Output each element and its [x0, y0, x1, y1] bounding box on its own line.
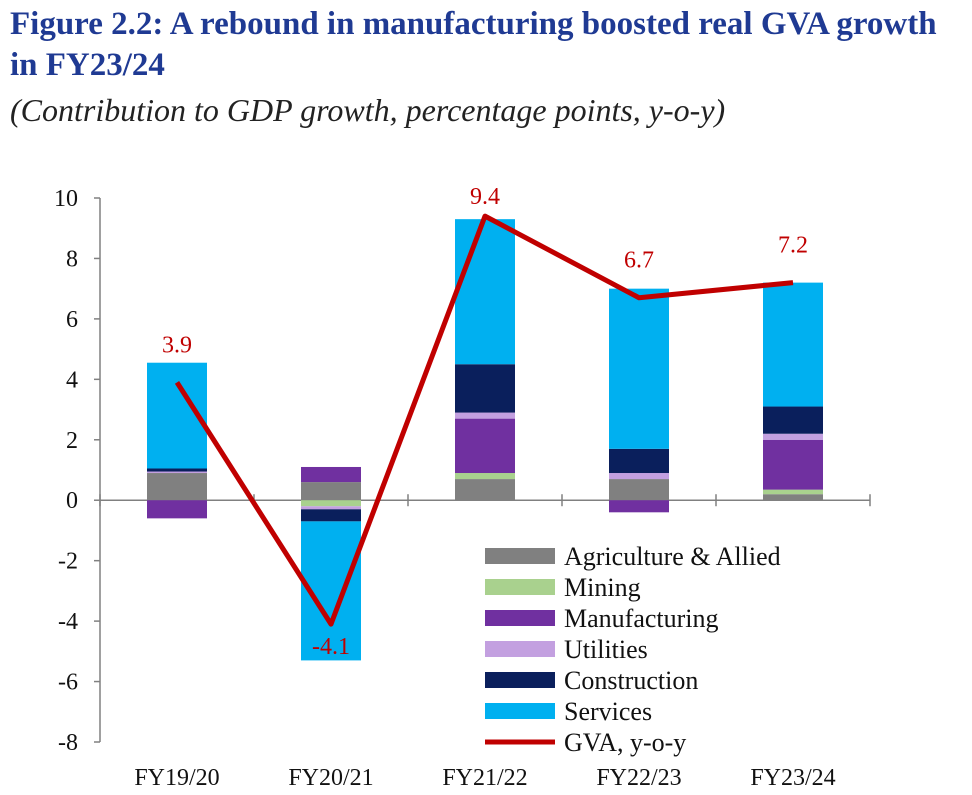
y-tick-label: 10 — [54, 186, 78, 212]
y-tick-label: 2 — [66, 428, 78, 454]
legend-label: Agriculture & Allied — [564, 542, 781, 571]
bar-segment-agriculture-allied — [609, 479, 669, 501]
gva-line-layer: 3.9 -4.1 9.4 6.7 7.2 — [162, 184, 808, 660]
bar-segment-agriculture-allied — [301, 482, 361, 501]
legend-swatch — [485, 610, 555, 626]
bar-segment-services — [763, 282, 823, 407]
bar-segment-manufacturing — [301, 466, 361, 483]
bar-segment-agriculture-allied — [147, 473, 207, 501]
y-tick-label: -4 — [58, 609, 78, 635]
legend-swatch — [485, 703, 555, 719]
legend-label: GVA, y-o-y — [564, 728, 686, 757]
bar-segment-construction — [455, 364, 515, 413]
legend-swatch — [485, 641, 555, 657]
legend: Agriculture & AlliedMiningManufacturingU… — [485, 542, 781, 757]
bar-segment-services — [609, 288, 669, 449]
chart-subtitle: (Contribution to GDP growth, percentage … — [10, 92, 726, 128]
y-tick-label: 6 — [66, 307, 78, 333]
gva-data-label: -4.1 — [312, 634, 350, 660]
legend-swatch — [485, 548, 555, 564]
legend-label: Services — [564, 697, 652, 726]
bar-segment-construction — [147, 468, 207, 472]
gva-data-label: 7.2 — [778, 233, 808, 259]
x-tick-label: FY20/21 — [288, 765, 373, 791]
bar-segment-mining — [301, 500, 361, 507]
x-tick-label: FY21/22 — [442, 765, 527, 791]
bar-segment-construction — [301, 509, 361, 522]
bar-segment-manufacturing — [763, 439, 823, 490]
y-tick-label: -2 — [58, 549, 78, 575]
x-tick-label: FY23/24 — [750, 765, 835, 791]
y-tick-label: 8 — [66, 246, 78, 272]
legend-label: Construction — [564, 666, 698, 695]
bar-segment-construction — [609, 448, 669, 474]
bar-segment-utilities — [455, 412, 515, 419]
bar-segment-utilities — [609, 473, 669, 480]
x-tick-label: FY19/20 — [134, 765, 219, 791]
bar-segment-manufacturing — [455, 418, 515, 474]
bar-segment-agriculture-allied — [763, 494, 823, 501]
bar-segment-mining — [455, 473, 515, 480]
bar-segment-agriculture-allied — [455, 479, 515, 501]
y-tick-label: -6 — [58, 670, 78, 696]
y-axis: 10 8 6 4 2 0 -2 -4 -6 -8 — [54, 186, 101, 756]
y-tick-label: 4 — [66, 367, 78, 393]
bar-segment-utilities — [147, 471, 207, 474]
bar-segment-services — [455, 219, 515, 365]
legend-label: Mining — [564, 573, 641, 602]
gva-data-label: 3.9 — [162, 332, 192, 358]
bar-segment-manufacturing — [147, 500, 207, 519]
legend-label: Utilities — [564, 635, 648, 664]
bars — [147, 219, 823, 661]
chart-title: Figure 2.2: A rebound in manufacturing b… — [10, 6, 937, 83]
gva-line — [174, 213, 794, 627]
bar-segment-utilities — [763, 433, 823, 440]
bar-segment-manufacturing — [609, 500, 669, 513]
gva-data-label: 6.7 — [624, 248, 654, 274]
legend-swatch — [485, 672, 555, 688]
y-tick-label: 0 — [66, 488, 78, 514]
bar-segment-mining — [763, 489, 823, 495]
gva-data-label: 9.4 — [470, 184, 500, 210]
legend-label: Manufacturing — [564, 604, 719, 633]
x-tick-label: FY22/23 — [596, 765, 681, 791]
bar-segment-construction — [763, 406, 823, 434]
bar-segment-utilities — [301, 506, 361, 510]
legend-swatch — [485, 579, 555, 595]
y-tick-label: -8 — [58, 730, 78, 756]
